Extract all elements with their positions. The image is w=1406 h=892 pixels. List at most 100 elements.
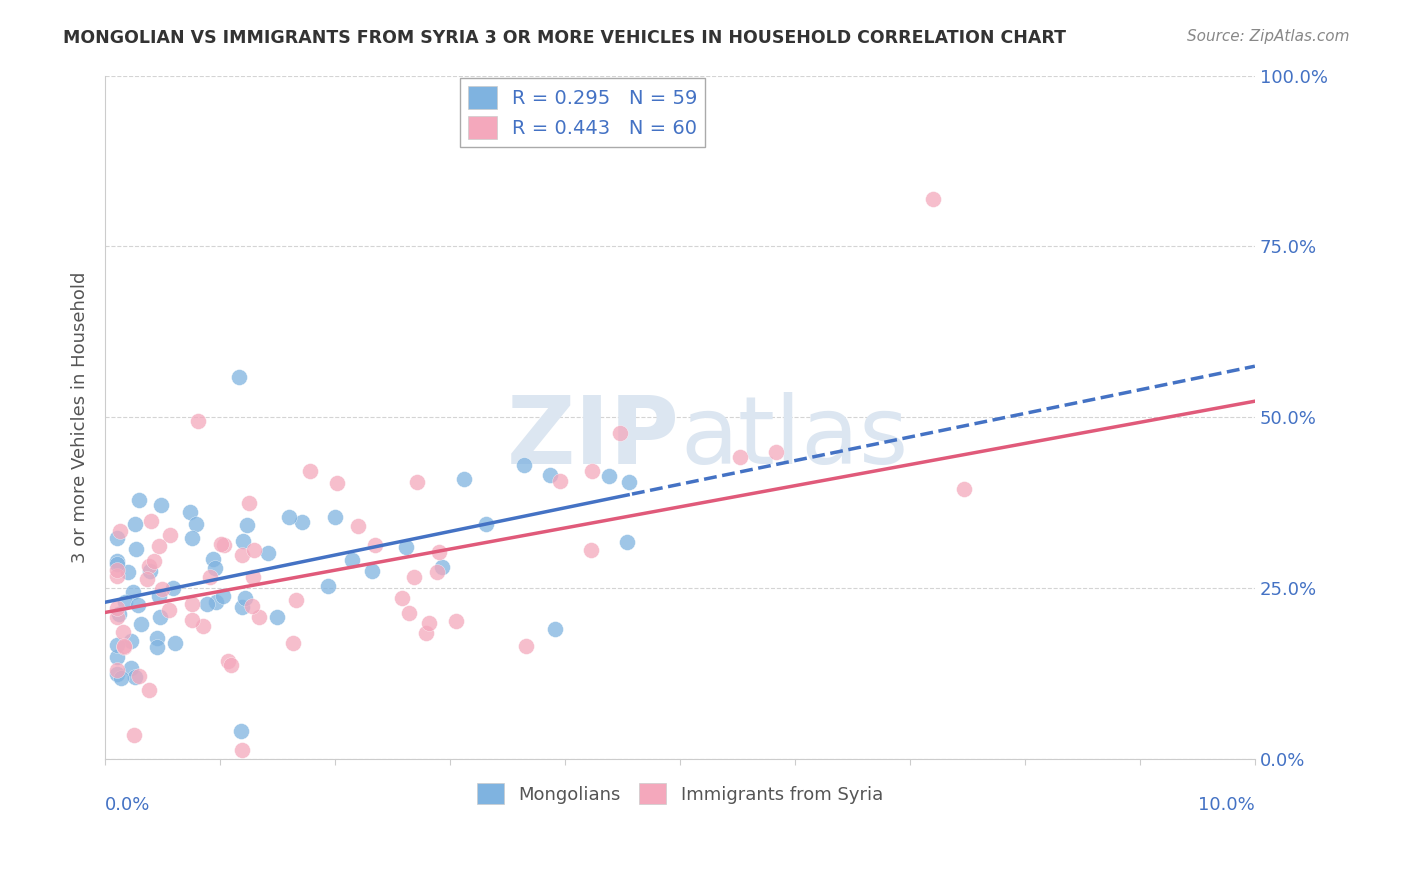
Point: [444, 615, 467, 629]
Point: [291, 515, 314, 529]
Point: [146, 640, 169, 654]
Point: [117, 565, 139, 579]
Point: [425, 565, 447, 579]
Point: [162, 581, 184, 595]
Point: [617, 475, 640, 490]
Point: [284, 593, 307, 607]
Point: [922, 192, 945, 206]
Point: [128, 493, 150, 508]
Point: [513, 458, 536, 472]
Point: [148, 539, 170, 553]
Point: [187, 414, 209, 428]
Point: [214, 538, 236, 552]
Point: [114, 595, 136, 609]
Point: [209, 536, 232, 550]
Point: [105, 557, 128, 571]
Point: [105, 531, 128, 545]
Point: [112, 640, 135, 654]
Point: [233, 591, 256, 606]
Point: [283, 636, 305, 650]
Point: [125, 541, 148, 556]
Point: [138, 683, 160, 698]
Point: [157, 603, 180, 617]
Point: [402, 570, 425, 584]
Point: [231, 549, 253, 563]
Point: [198, 570, 221, 584]
Point: [405, 475, 427, 490]
Point: [243, 543, 266, 558]
Point: [120, 661, 142, 675]
Point: [316, 579, 339, 593]
Point: [143, 554, 166, 568]
Point: [127, 598, 149, 612]
Point: [202, 551, 225, 566]
Point: [139, 565, 162, 579]
Point: [124, 516, 146, 531]
Point: [430, 560, 453, 574]
Point: [323, 509, 346, 524]
Point: [122, 585, 145, 599]
Point: [204, 561, 226, 575]
Point: [418, 615, 440, 630]
Point: [953, 482, 976, 496]
Point: [247, 610, 270, 624]
Point: [108, 524, 131, 539]
Point: [278, 510, 301, 524]
Point: [148, 609, 170, 624]
Point: [235, 518, 257, 533]
Point: [141, 514, 163, 528]
Point: [361, 564, 384, 578]
Point: [231, 724, 253, 739]
Text: atlas: atlas: [681, 392, 908, 483]
Point: [415, 625, 437, 640]
Point: [110, 671, 132, 685]
Point: [138, 558, 160, 573]
Text: ZIP: ZIP: [508, 392, 681, 483]
Point: [105, 650, 128, 665]
Point: [391, 591, 413, 606]
Point: [108, 607, 131, 621]
Point: [145, 632, 167, 646]
Point: [544, 622, 567, 636]
Point: [609, 425, 631, 440]
Point: [429, 545, 451, 559]
Point: [105, 563, 128, 577]
Point: [395, 540, 418, 554]
Point: [364, 538, 387, 552]
Point: [240, 599, 263, 614]
Point: [299, 464, 322, 478]
Point: [181, 597, 204, 611]
Point: [186, 516, 208, 531]
Text: Source: ZipAtlas.com: Source: ZipAtlas.com: [1187, 29, 1350, 44]
Point: [548, 474, 571, 488]
Point: [581, 542, 603, 557]
Point: [581, 464, 603, 478]
Point: [347, 519, 370, 533]
Text: 10.0%: 10.0%: [1198, 797, 1256, 814]
Point: [165, 635, 187, 649]
Point: [150, 498, 173, 512]
Point: [105, 554, 128, 568]
Point: [159, 528, 181, 542]
Point: [242, 570, 264, 584]
Point: [266, 610, 288, 624]
Point: [231, 743, 253, 757]
Point: [256, 546, 278, 560]
Point: [217, 654, 239, 668]
Point: [112, 625, 135, 640]
Point: [616, 535, 638, 549]
Point: [128, 669, 150, 683]
Point: [105, 610, 128, 624]
Point: [219, 658, 242, 673]
Text: 0.0%: 0.0%: [105, 797, 150, 814]
Point: [475, 517, 498, 532]
Point: [340, 553, 363, 567]
Point: [515, 639, 537, 653]
Point: [148, 589, 170, 603]
Point: [105, 601, 128, 615]
Text: MONGOLIAN VS IMMIGRANTS FROM SYRIA 3 OR MORE VEHICLES IN HOUSEHOLD CORRELATION C: MONGOLIAN VS IMMIGRANTS FROM SYRIA 3 OR …: [63, 29, 1066, 46]
Point: [728, 450, 751, 465]
Point: [231, 599, 253, 614]
Point: [112, 640, 135, 654]
Point: [129, 617, 152, 632]
